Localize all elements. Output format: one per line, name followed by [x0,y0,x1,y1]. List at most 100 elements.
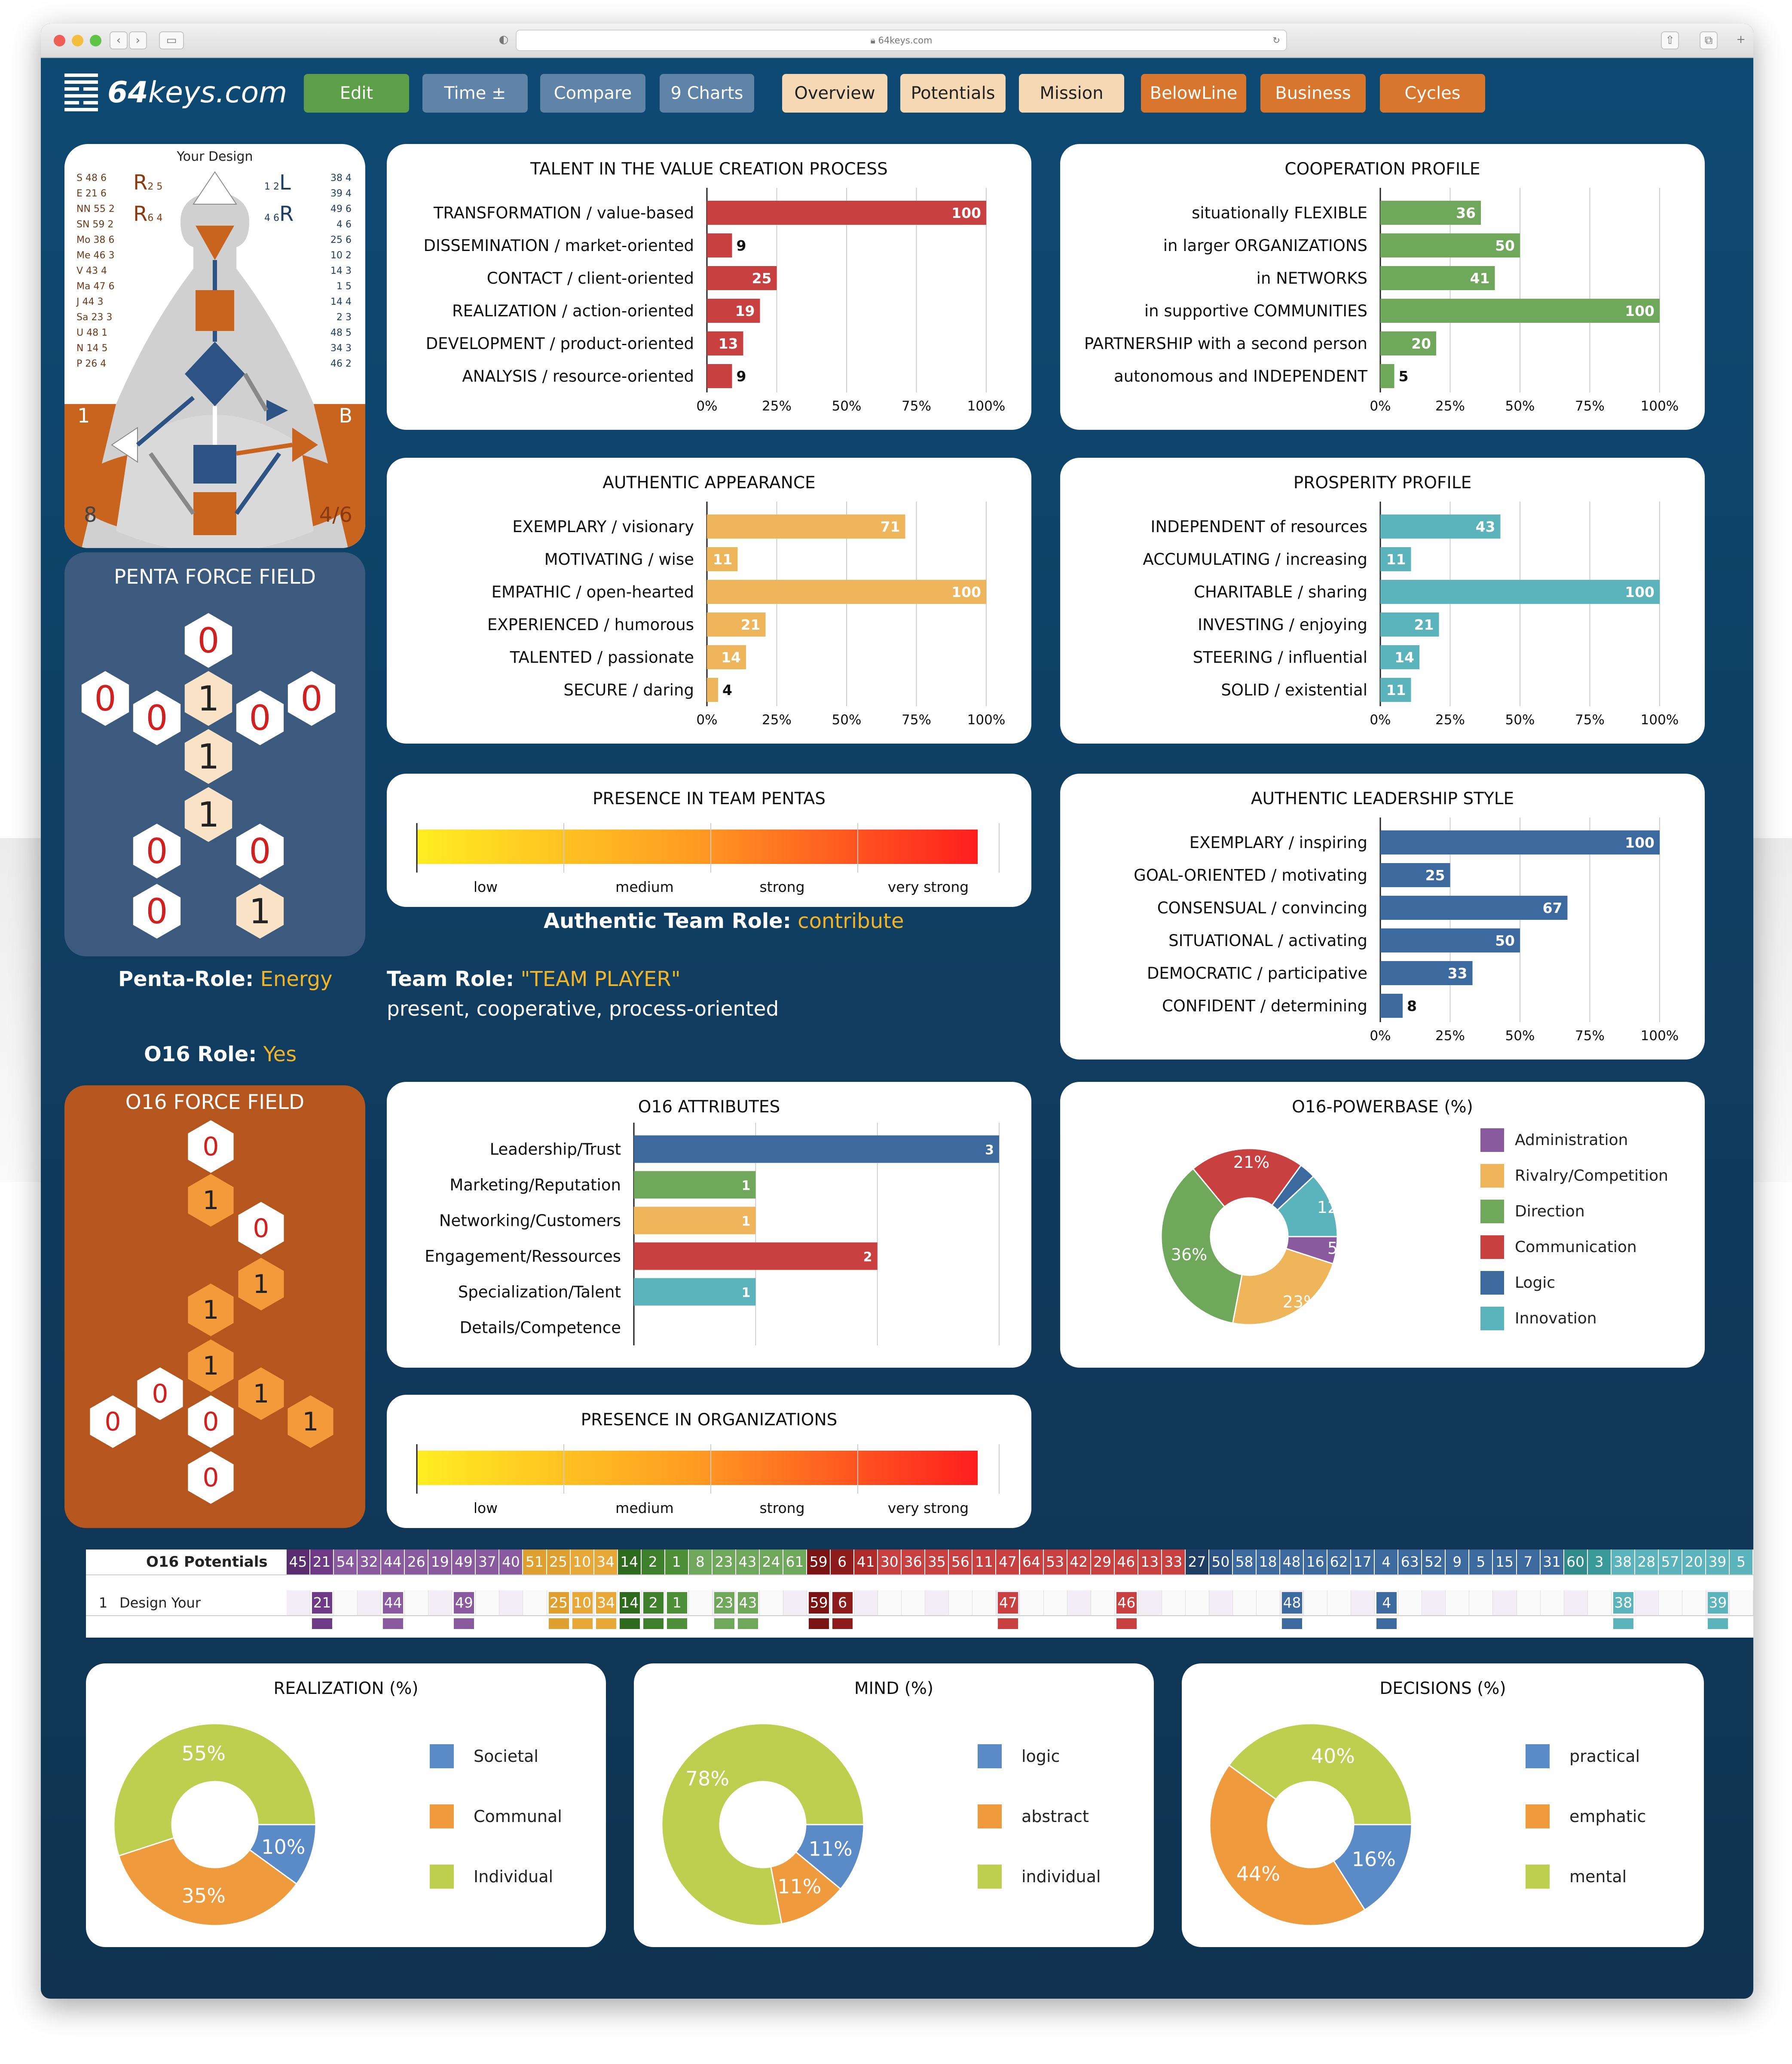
gate-indicator [809,1618,829,1629]
logo[interactable]: 64keys.com [64,69,287,116]
gate-cell [1043,1590,1067,1615]
gate-cell [1209,1590,1233,1615]
tabs-icon[interactable]: ⧉ [1700,31,1718,49]
value-label: 100 [1625,834,1654,851]
team-role-description: present, cooperative, process-oriented [387,997,779,1021]
o16-hex-11-value: 1 [302,1406,319,1437]
gate-active-25: 25 [548,1592,569,1614]
o16-attributes-card: O16 ATTRIBUTES Leadership/Trust 3 Marketing… [387,1082,1031,1368]
donut-chart: 11% 11% 78% [661,1723,865,1926]
gate-cell [1493,1590,1517,1615]
value-label: 20 [1411,335,1431,352]
nav-button-1[interactable]: Edit [304,74,409,113]
gate-header-18: 18 [1256,1550,1281,1574]
forward-button[interactable]: › [129,31,147,49]
gate-cell [1682,1590,1706,1615]
tick-label: 100% [1641,1028,1679,1044]
bodygraph-left-mid-arrow: R6 4 [133,202,163,226]
o16-hex-7-value: 1 [253,1378,269,1409]
value-label: 100 [951,205,981,221]
zoom-window-button[interactable] [90,35,101,46]
chart-title: AUTHENTIC LEADERSHIP STYLE [1251,789,1514,808]
category-label: ANALYSIS / resource-oriented [462,367,694,386]
value-label: 43 [1476,518,1495,535]
row-divider [86,1615,1753,1616]
gate-header-56: 56 [949,1550,973,1574]
gate-header-57: 57 [1658,1550,1682,1574]
chart-title: PRESENCE IN TEAM PENTAS [593,789,826,808]
tick-label: 75% [902,712,931,728]
shield-icon[interactable]: ◐ [498,33,509,46]
nav-button-2[interactable]: Time ± [422,74,528,113]
legend-label: practical [1569,1747,1640,1766]
bar [1380,994,1403,1018]
nav-button-4[interactable]: 9 Charts [660,74,754,113]
value-label: 1 [741,1179,750,1194]
chart-plot: TRANSFORMATION / value-based 100 DISSEMINA… [424,188,1005,414]
gate-cell [1327,1590,1352,1615]
nav-button-8[interactable]: BelowLine [1141,74,1246,113]
presence-gradient: low medium strong very strong [416,823,1000,895]
gate-header-32: 32 [358,1550,382,1574]
share-icon[interactable]: ⇧ [1661,31,1679,49]
sidebar-toggle-icon[interactable]: ▭ [159,31,184,49]
slice-label: 21% [1233,1153,1269,1172]
o16-potentials-table: O16 Potentials 1 Design Your 45 21 21 54 32 44 44… [86,1550,1753,1638]
gate-header-46: 46 [1114,1550,1138,1574]
gate-header-43: 43 [736,1550,760,1574]
bodygraph-personality-gate: 38 4 [330,173,352,184]
bodygraph-design-gate: N 14 5 [76,343,108,354]
gate-header-24: 24 [759,1550,783,1574]
gate-indicator [643,1618,664,1629]
nav-button-9[interactable]: Business [1260,74,1366,113]
new-tab-icon[interactable]: + [1736,33,1746,46]
reload-icon[interactable]: ↻ [1272,35,1280,46]
slice-label: 55% [182,1742,226,1765]
gate-active-14: 14 [619,1592,640,1614]
chart-title: DECISIONS (%) [1379,1679,1506,1698]
appearance-chart-card: AUTHENTIC APPEARANCE EXEMPLARY / visionar… [387,458,1031,744]
legend-swatch [978,1804,1002,1828]
category-label: DEMOCRATIC / participative [1147,964,1367,983]
value-label: 71 [881,518,900,535]
value-label: 100 [951,584,981,600]
gate-active-44: 44 [383,1592,404,1614]
nav-button-6[interactable]: Potentials [900,74,1006,113]
bar [707,233,732,257]
bar [1380,830,1660,854]
nav-button-10[interactable]: Cycles [1380,74,1485,113]
legend-swatch [1526,1744,1550,1768]
value-label: 21 [1414,616,1434,633]
browser-toolbar: ‹ › ▭ ◐ 🔒︎ 64keys.com ↻ ⇧ ⧉ + [41,24,1753,58]
gate-indicator [737,1618,758,1629]
gate-header-33: 33 [1162,1550,1186,1574]
gate-header-48: 48 [1280,1550,1304,1574]
category-label: Leadership/Trust [490,1140,621,1159]
penta-role: Penta-Role: Energy [118,967,333,991]
category-label: MOTIVATING / wise [544,550,694,569]
tick-label: 0% [1370,712,1391,728]
bar [1380,678,1411,702]
chart-title: O16-POWERBASE (%) [1292,1097,1473,1117]
lock-icon: 🔒︎ [870,35,875,46]
tick-label: 0% [1370,1028,1391,1044]
slice-mental [1228,1723,1413,1825]
nav-button-3[interactable]: Compare [540,74,645,113]
tick-label: 25% [1435,1028,1465,1044]
bar [1380,266,1495,290]
nav-button-7[interactable]: Mission [1019,74,1124,113]
nav-button-5[interactable]: Overview [782,74,887,113]
category-label: TRANSFORMATION / value-based [433,204,694,222]
back-button[interactable]: ‹ [110,31,128,49]
close-window-button[interactable] [54,35,65,46]
chart-plot: Leadership/Trust 3 Marketing/Reputation 1 Ne… [425,1123,1000,1345]
gate-header-40: 40 [499,1550,523,1574]
legend-swatch [430,1804,454,1828]
value-label: 1 [741,1286,750,1301]
minimize-window-button[interactable] [72,35,83,46]
legend-swatch [1480,1271,1504,1295]
address-bar[interactable]: 🔒︎ 64keys.com ↻ [516,30,1287,51]
gate-header-7: 7 [1517,1550,1541,1574]
